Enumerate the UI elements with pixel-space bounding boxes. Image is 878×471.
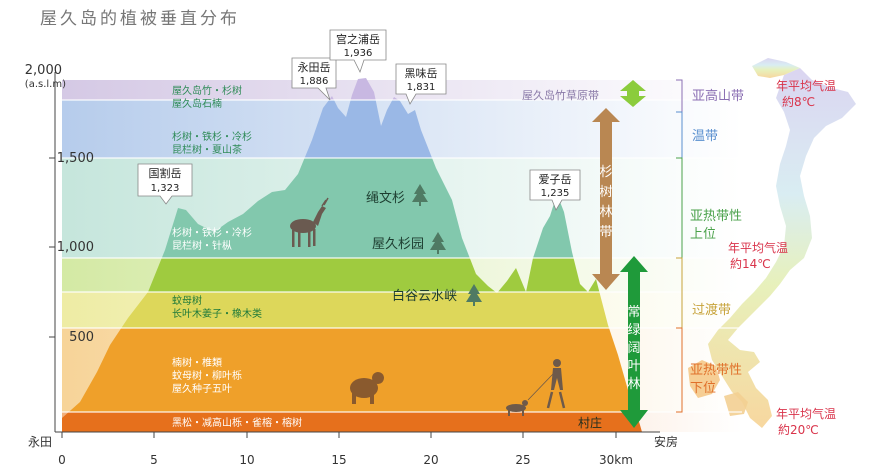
x-axis-labels: 永田 安房 0 5 10 15 20 25 30km — [28, 434, 678, 467]
tree-icon — [430, 232, 446, 254]
temperature-label: 年平均气温 — [776, 406, 836, 421]
temperature-label: 年平均气温 — [728, 240, 788, 255]
evergreen-belt-char: 阔 — [627, 341, 640, 356]
y-axis-unit-value: 2,000 — [25, 63, 62, 78]
zone-subalpine: 亚高山带 — [692, 88, 744, 104]
zone-transition: 过渡带 — [692, 302, 731, 318]
shiratani-label: 白谷云水峡 — [392, 288, 457, 304]
cedar-belt-char: 杉 — [599, 165, 612, 180]
place-nagata: 永田 — [28, 435, 52, 449]
subalpine-arrow — [620, 80, 646, 107]
y-tick-label: 1,000 — [57, 240, 94, 255]
species-orange: 楠树・椎類 — [172, 356, 222, 369]
place-labels: 屋久岛竹草原带 绳文杉 屋久杉园 白谷云水峡 村庄 — [366, 88, 602, 430]
temperature-value: 約14℃ — [730, 256, 771, 271]
species-orange: 屋久种子五叶 — [172, 382, 232, 395]
peak-elevation: 1,886 — [300, 76, 329, 87]
temperature-value: 約8℃ — [782, 94, 815, 109]
evergreen-belt-arrow: 常 绿 阔 叶 林 — [620, 256, 648, 428]
peak-elevation: 1,235 — [541, 188, 570, 199]
x-tick-label: 20 — [423, 453, 438, 467]
zone-subtropical-upper: 上位 — [690, 227, 716, 242]
species-yellow: 长叶木姜子・橡木类 — [172, 307, 262, 320]
zone-labels: 亚高山带 温带 亚热带性 上位 过渡带 亚热带性 下位 — [690, 88, 744, 396]
peak-name: 永田岳 — [298, 60, 331, 74]
evergreen-belt-char: 绿 — [627, 323, 640, 338]
zone-temperate: 温带 — [692, 129, 718, 144]
temperature-labels: 年平均气温 約8℃ 年平均气温 約14℃ 年平均气温 約20℃ — [728, 78, 836, 437]
cedar-belt-char: 带 — [599, 225, 612, 240]
axes — [49, 72, 660, 438]
evergreen-belt-char: 叶 — [627, 359, 640, 374]
x-tick-label: 0 — [58, 453, 66, 467]
cedar-belt-arrow: 杉 树 林 带 — [592, 108, 620, 290]
zone-subtropical-lower: 亚热带性 — [690, 363, 742, 378]
peak-elevation: 1,323 — [151, 183, 180, 194]
peak-callout-miyanoura: 宫之浦岳 1,936 — [329, 29, 387, 74]
species-subalpine: 屋久岛石楠 — [172, 97, 222, 110]
peak-callout-kuniwari: 国割岳 1,323 — [137, 163, 193, 205]
x-tick-label: 15 — [331, 453, 346, 467]
tree-icon — [466, 284, 482, 306]
peak-name: 爱子岳 — [539, 173, 572, 186]
peak-callout-kuromi: 黑味岳 1,831 — [395, 63, 447, 105]
peak-elevation: 1,936 — [344, 48, 373, 59]
x-tick-label: 25 — [515, 453, 530, 467]
evergreen-belt-char: 常 — [627, 305, 640, 320]
monkey-icon — [350, 372, 384, 404]
temperature-value: 約20℃ — [778, 422, 819, 437]
y-axis-unit: (a.s.l.m) — [25, 79, 66, 90]
temperature-label: 年平均气温 — [776, 78, 836, 93]
peak-name: 宫之浦岳 — [336, 32, 380, 46]
x-tick-label: 10 — [239, 453, 254, 467]
bamboo-grassland-label: 屋久岛竹草原带 — [522, 88, 599, 102]
deer-icon — [290, 197, 329, 247]
y-axis-labels: 2,000 (a.s.l.m) 1,500 1,000 500 — [25, 63, 94, 345]
species-subalpine: 屋久岛竹・杉树 — [172, 84, 242, 97]
cedar-belt-char: 林 — [599, 205, 612, 220]
tree-icon — [412, 184, 428, 206]
species-yellow: 蚊母树 — [172, 294, 202, 307]
village-label: 村庄 — [578, 415, 602, 430]
y-tick-label: 500 — [69, 330, 94, 345]
page-title: 屋久岛的植被垂直分布 — [40, 9, 240, 29]
species-temperate: 昆栏树・夏山茶 — [172, 143, 242, 156]
zone-subtropical-lower: 下位 — [690, 381, 716, 396]
species-labels: 屋久岛竹・杉树 屋久岛石楠 杉树・铁杉・冷杉 昆栏树・夏山茶 杉树・铁杉・冷杉 … — [172, 84, 302, 429]
cedar-belt-char: 树 — [599, 185, 612, 200]
species-base: 黑松・减高山栎・雀榕・榕树 — [172, 416, 302, 429]
peak-elevation: 1,831 — [407, 82, 436, 93]
jomon-sugi-label: 绳文杉 — [366, 191, 405, 206]
x-tick-label: 30km — [599, 453, 633, 467]
y-tick-label: 1,500 — [57, 151, 94, 166]
peak-callout-nagata: 永田岳 1,886 — [291, 57, 337, 101]
zone-brackets — [676, 79, 683, 413]
zone-subtropical-upper: 亚热带性 — [690, 209, 742, 224]
place-anbo: 安房 — [654, 434, 678, 449]
peak-name: 国割岳 — [149, 166, 182, 180]
peak-name: 黑味岳 — [405, 67, 438, 80]
species-cedar: 杉树・铁杉・冷杉 — [172, 226, 252, 239]
peak-callout-aiko: 爱子岳 1,235 — [529, 169, 581, 211]
x-tick-label: 5 — [150, 453, 158, 467]
person-walking-dog-icon — [506, 359, 566, 416]
species-orange: 蚊母树・柳叶栎 — [172, 369, 242, 382]
species-temperate: 杉树・铁杉・冷杉 — [172, 130, 252, 143]
yakusugi-land-label: 屋久杉园 — [372, 237, 424, 252]
evergreen-belt-char: 林 — [627, 377, 640, 392]
species-cedar: 昆栏树・针枞 — [172, 239, 232, 252]
